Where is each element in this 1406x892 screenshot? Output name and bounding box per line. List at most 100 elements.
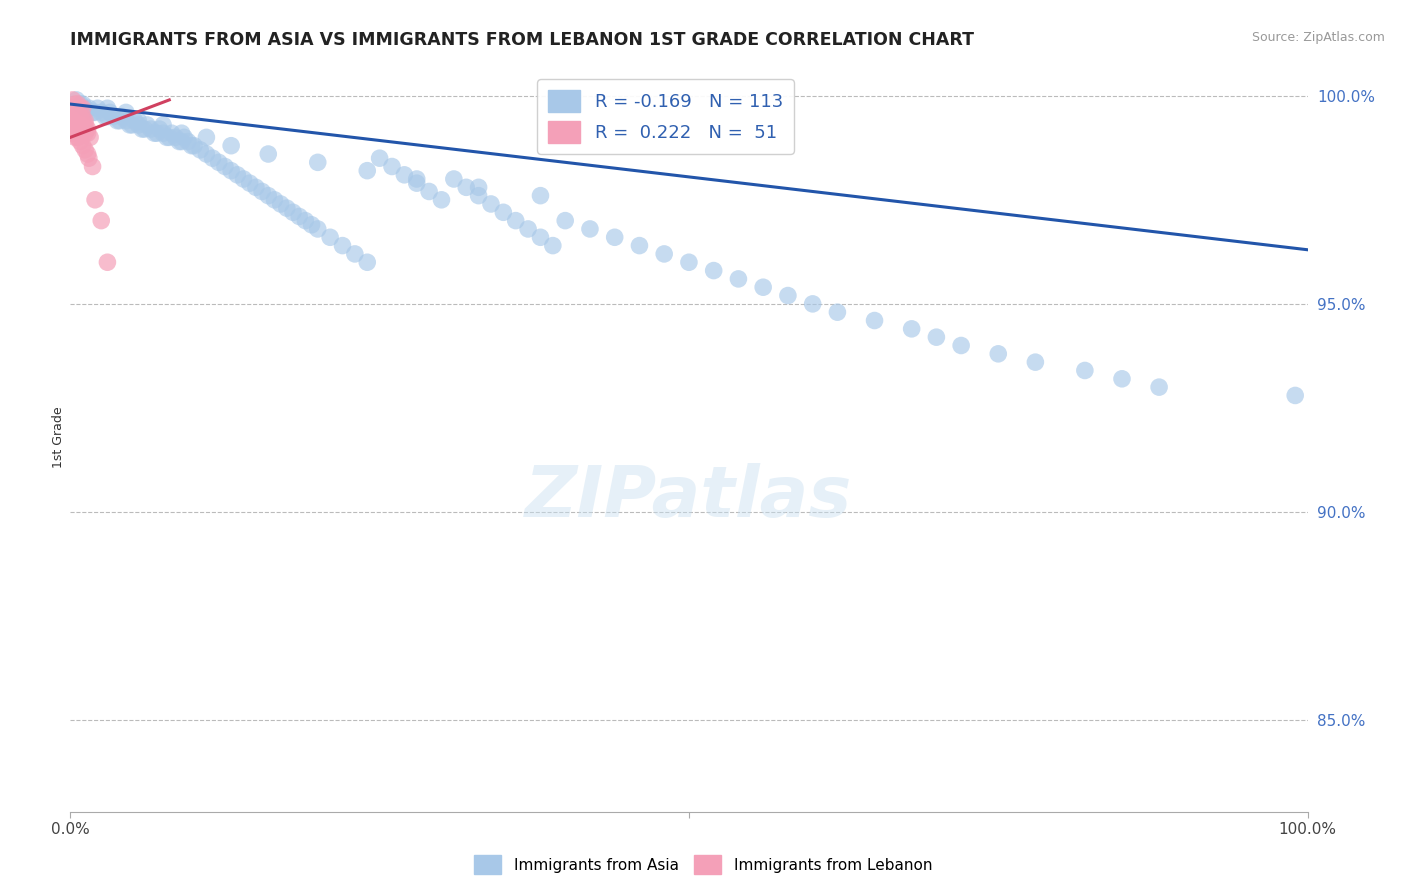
Point [332, 238, 354, 252]
Point [72, 101, 94, 115]
Point [65, 105, 87, 120]
Text: Source: ZipAtlas.com: Source: ZipAtlas.com [1251, 31, 1385, 45]
Point [76, 122, 98, 136]
Point [103, 110, 125, 124]
Point [752, 280, 775, 294]
Point [65, 110, 87, 124]
Point [96, 101, 118, 115]
Point [90, 213, 112, 227]
Point [678, 255, 700, 269]
Point [94, 110, 117, 124]
Point [180, 138, 202, 153]
Point [232, 172, 254, 186]
Point [245, 180, 267, 194]
Point [177, 135, 200, 149]
Point [288, 210, 311, 224]
Point [75, 143, 97, 157]
Point [66, 105, 89, 120]
Point [827, 305, 849, 319]
Point [115, 105, 138, 120]
Point [307, 155, 329, 169]
Point [75, 122, 97, 136]
Point [505, 213, 527, 227]
Text: ZIPatlas: ZIPatlas [526, 463, 852, 532]
Point [65, 97, 87, 112]
Point [517, 222, 540, 236]
Point [418, 185, 440, 199]
Point [301, 218, 323, 232]
Point [82, 160, 104, 174]
Point [156, 130, 179, 145]
Point [66, 126, 89, 140]
Point [62, 118, 84, 132]
Point [628, 238, 651, 252]
Point [319, 230, 342, 244]
Point [405, 172, 427, 186]
Point [76, 147, 98, 161]
Point [270, 197, 292, 211]
Point [96, 255, 118, 269]
Point [529, 188, 551, 202]
Point [165, 130, 187, 145]
Point [65, 122, 87, 136]
Point [66, 113, 89, 128]
Point [146, 126, 169, 140]
Point [124, 113, 146, 128]
Point [541, 238, 564, 252]
Point [554, 213, 576, 227]
Point [66, 130, 89, 145]
Point [148, 122, 170, 136]
Point [62, 101, 84, 115]
Point [776, 288, 799, 302]
Point [188, 143, 211, 157]
Point [152, 126, 174, 140]
Point [65, 126, 87, 140]
Point [863, 313, 886, 327]
Point [72, 97, 94, 112]
Point [82, 105, 104, 120]
Point [115, 113, 138, 128]
Point [195, 147, 218, 161]
Point [950, 338, 973, 352]
Point [368, 151, 391, 165]
Point [139, 122, 162, 136]
Point [69, 126, 91, 140]
Point [62, 126, 84, 140]
Point [479, 197, 502, 211]
Point [529, 230, 551, 244]
Point [72, 122, 94, 136]
Point [579, 222, 602, 236]
Point [987, 347, 1010, 361]
Point [111, 110, 134, 124]
Point [492, 205, 515, 219]
Point [257, 147, 280, 161]
Point [69, 97, 91, 112]
Point [201, 151, 224, 165]
Y-axis label: 1st Grade: 1st Grade [52, 406, 65, 468]
Point [239, 176, 262, 190]
Point [652, 247, 675, 261]
Point [170, 135, 193, 149]
Point [356, 255, 378, 269]
Point [170, 126, 193, 140]
Point [98, 105, 121, 120]
Point [173, 130, 195, 145]
Point [66, 97, 89, 112]
Point [294, 213, 316, 227]
Point [84, 105, 107, 120]
Point [72, 138, 94, 153]
Point [69, 113, 91, 128]
Point [250, 185, 273, 199]
Point [86, 101, 108, 115]
Point [727, 272, 749, 286]
Point [1147, 380, 1170, 394]
Point [75, 118, 97, 132]
Point [77, 101, 100, 115]
Point [356, 163, 378, 178]
Point [467, 180, 489, 194]
Point [77, 151, 100, 165]
Point [456, 180, 478, 194]
Point [75, 126, 97, 140]
Point [281, 205, 304, 219]
Point [1074, 363, 1097, 377]
